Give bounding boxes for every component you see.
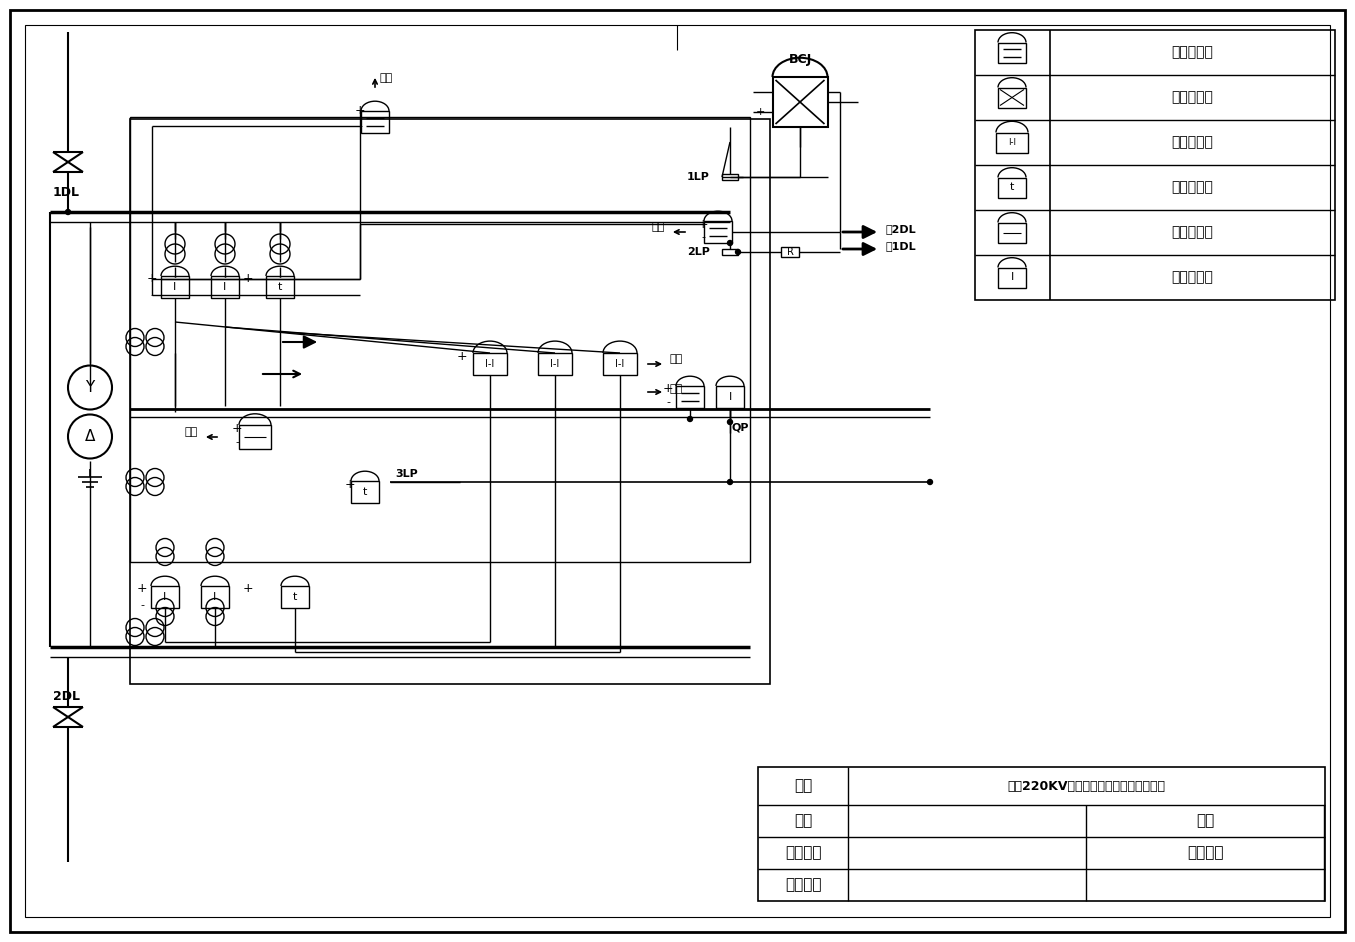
Text: I-I: I-I <box>550 359 560 369</box>
Text: -: - <box>247 290 251 300</box>
Text: 跳2DL: 跳2DL <box>885 224 916 234</box>
Text: I: I <box>224 282 226 292</box>
Text: 信号: 信号 <box>379 73 393 83</box>
Text: t: t <box>293 592 297 602</box>
Text: 电流继电器: 电流继电器 <box>1172 270 1214 284</box>
Text: +: + <box>698 218 709 231</box>
Text: +: + <box>146 272 157 285</box>
Circle shape <box>928 479 932 484</box>
Text: I: I <box>213 592 217 602</box>
Text: 名称: 名称 <box>794 778 812 793</box>
Bar <box>360 111 389 133</box>
Text: -: - <box>140 600 144 610</box>
Bar <box>999 222 1026 242</box>
Text: -: - <box>759 87 763 97</box>
Text: I: I <box>164 592 167 602</box>
Circle shape <box>736 250 740 254</box>
Text: 信号: 信号 <box>184 427 198 437</box>
Text: +: + <box>663 382 673 396</box>
Text: 3LP: 3LP <box>396 469 417 479</box>
Text: -: - <box>358 121 362 131</box>
Text: I-I: I-I <box>615 359 625 369</box>
Text: +: + <box>243 582 253 595</box>
Text: t: t <box>1009 183 1014 192</box>
Text: 信号: 信号 <box>669 384 683 394</box>
Text: 2DL: 2DL <box>53 690 80 704</box>
Circle shape <box>65 209 70 215</box>
Bar <box>150 586 179 608</box>
Text: +: + <box>756 107 766 117</box>
Bar <box>266 276 294 298</box>
Text: +: + <box>344 478 355 491</box>
Bar <box>999 42 1026 62</box>
Bar <box>201 586 229 608</box>
Text: -: - <box>701 232 705 242</box>
Text: 时间继电器: 时间继电器 <box>1172 181 1214 194</box>
Bar <box>999 88 1026 107</box>
Text: +: + <box>457 349 467 363</box>
Bar <box>676 386 705 408</box>
Bar <box>130 117 751 562</box>
Text: 指导教师: 指导教师 <box>785 846 821 860</box>
Text: +: + <box>137 582 148 595</box>
Text: Δ: Δ <box>85 429 95 444</box>
Bar <box>473 353 507 375</box>
Text: I: I <box>173 282 176 292</box>
Text: 完成时间: 完成时间 <box>785 878 821 892</box>
Text: Y: Y <box>85 380 95 395</box>
Bar <box>757 767 1325 901</box>
Text: +: + <box>232 423 243 435</box>
Text: -: - <box>150 290 154 300</box>
Bar <box>603 353 637 375</box>
Text: I-I: I-I <box>485 359 495 369</box>
Text: 信号: 信号 <box>652 222 665 232</box>
Bar <box>161 276 188 298</box>
Text: 班级: 班级 <box>1196 814 1214 829</box>
Text: I-I: I-I <box>1008 138 1016 147</box>
Text: -: - <box>667 397 669 407</box>
Text: 姓名: 姓名 <box>794 814 812 829</box>
Bar <box>238 425 271 449</box>
Text: 信号: 信号 <box>669 354 683 364</box>
Bar <box>772 77 828 127</box>
Text: I: I <box>729 392 732 402</box>
Text: 学院名称: 学院名称 <box>1187 846 1224 860</box>
Text: +: + <box>243 272 253 285</box>
Text: 跳1DL: 跳1DL <box>885 241 916 251</box>
Text: I: I <box>1011 272 1014 283</box>
Bar <box>722 249 738 255</box>
Bar <box>715 386 744 408</box>
Text: 差动继电器: 差动继电器 <box>1172 136 1214 150</box>
Bar <box>211 276 238 298</box>
Text: t: t <box>363 487 367 497</box>
Bar <box>351 481 379 503</box>
Text: 泮河220KV一次变变压器继电保护原理图: 泮河220KV一次变变压器继电保护原理图 <box>1008 779 1165 792</box>
Text: 中间继电器: 中间继电器 <box>1172 90 1214 105</box>
Bar <box>976 30 1335 300</box>
Text: 瓦斯继电器: 瓦斯继电器 <box>1172 225 1214 239</box>
Text: -: - <box>234 437 238 447</box>
Circle shape <box>728 479 733 484</box>
Text: QP: QP <box>732 422 749 432</box>
Bar <box>999 177 1026 198</box>
Bar <box>705 221 732 243</box>
Text: 信号继电器: 信号继电器 <box>1172 45 1214 59</box>
Circle shape <box>728 419 733 425</box>
Bar <box>996 133 1028 153</box>
Circle shape <box>687 416 692 421</box>
Bar <box>280 586 309 608</box>
Bar <box>130 119 770 684</box>
Text: BCJ: BCJ <box>789 53 812 66</box>
Bar <box>780 247 799 257</box>
Bar <box>538 353 572 375</box>
Text: t: t <box>278 282 282 292</box>
Bar <box>999 268 1026 287</box>
Text: 2LP: 2LP <box>687 247 710 257</box>
Text: +: + <box>355 104 366 117</box>
Bar <box>722 174 738 180</box>
Text: R: R <box>786 247 794 257</box>
Text: 1LP: 1LP <box>687 172 710 182</box>
Text: 1DL: 1DL <box>53 186 80 199</box>
Circle shape <box>728 240 733 246</box>
